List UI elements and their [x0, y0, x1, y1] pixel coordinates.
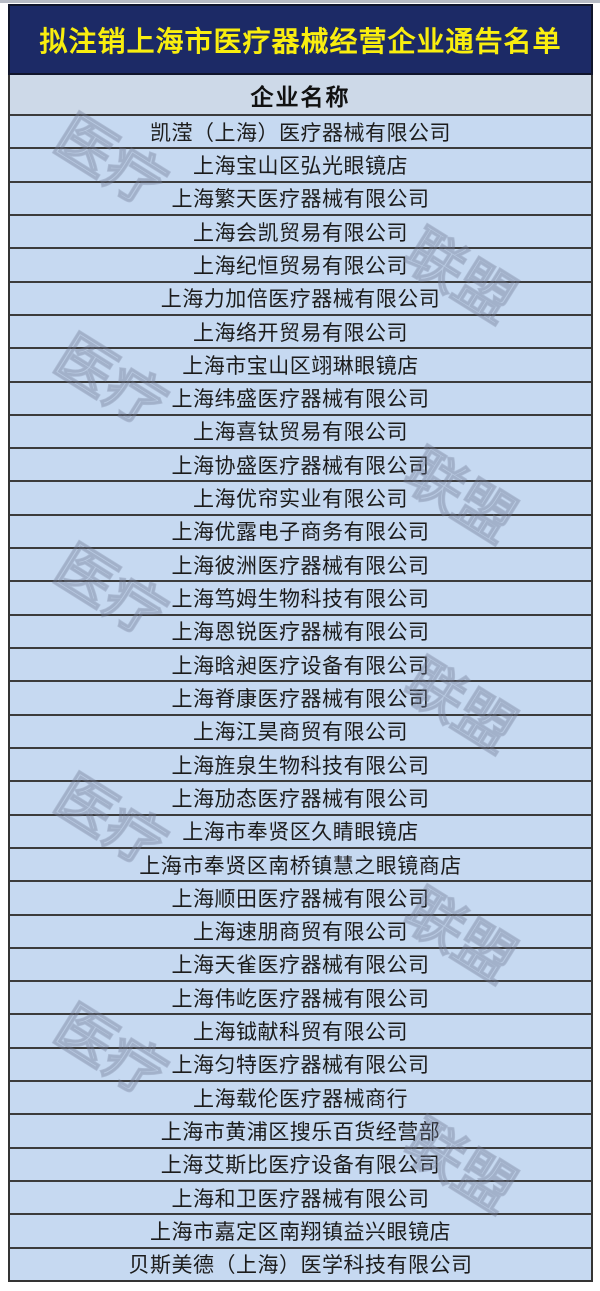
company-name: 上海喜钛贸易有限公司: [193, 421, 408, 445]
company-name: 上海市奉贤区南桥镇慧之眼镜商店: [139, 854, 462, 878]
table-row: 上海彼洲医疗器械有限公司: [10, 547, 591, 581]
company-name: 上海市宝山区翊琳眼镜店: [182, 354, 419, 378]
table-row: 上海协盛医疗器械有限公司: [10, 447, 591, 481]
table-row: 上海优露电子商务有限公司: [10, 513, 591, 548]
company-name: 上海纪恒贸易有限公司: [193, 254, 408, 278]
notice-table: 拟注销上海市医疗器械经营企业通告名单 企业名称 凯滢（上海）医疗器械有限公司 上…: [8, 4, 593, 1282]
company-name: 上海顺田医疗器械有限公司: [171, 887, 430, 911]
company-name: 上海宝山区弘光眼镜店: [193, 154, 408, 178]
table-row: 上海恩锐医疗器械有限公司: [10, 613, 591, 647]
table-body: 凯滢（上海）医疗器械有限公司 上海宝山区弘光眼镜店 上海繁天医疗器械有限公司 上…: [10, 114, 591, 1280]
table-row: 上海艾斯比医疗设备有限公司: [10, 1146, 591, 1180]
company-name: 上海繁天医疗器械有限公司: [171, 188, 430, 212]
company-name: 上海市奉贤区久睛眼镜店: [182, 821, 419, 845]
company-name: 上海艾斯比医疗设备有限公司: [160, 1154, 441, 1178]
table-row: 上海喜钛贸易有限公司: [10, 413, 591, 448]
table-row: 上海市黄浦区搜乐百货经营部: [10, 1113, 591, 1147]
table-row: 上海钺献科贸有限公司: [10, 1013, 591, 1047]
table-row: 上海笃姆生物科技有限公司: [10, 580, 591, 614]
table-row: 上海劢态医疗器械有限公司: [10, 780, 591, 814]
top-divider: [0, 0, 600, 3]
table-row: 上海力加倍医疗器械有限公司: [10, 280, 591, 314]
table-row: 上海顺田医疗器械有限公司: [10, 880, 591, 914]
company-name: 上海脊康医疗器械有限公司: [171, 687, 430, 711]
company-name: 上海劢态医疗器械有限公司: [171, 787, 430, 811]
company-name: 上海载伦医疗器械商行: [193, 1087, 408, 1111]
table-row: 上海江昊商贸有限公司: [10, 713, 591, 747]
company-name: 上海旌泉生物科技有限公司: [171, 754, 430, 778]
company-name: 上海络开贸易有限公司: [193, 321, 408, 345]
company-name: 上海恩锐医疗器械有限公司: [171, 621, 430, 645]
table-row: 上海优帘实业有限公司: [10, 480, 591, 514]
company-name: 上海匀特医疗器械有限公司: [171, 1054, 430, 1078]
company-name: 上海协盛医疗器械有限公司: [171, 454, 430, 478]
company-table: 企业名称 凯滢（上海）医疗器械有限公司 上海宝山区弘光眼镜店 上海繁天医疗器械有…: [8, 75, 593, 1282]
company-name: 上海力加倍医疗器械有限公司: [160, 288, 441, 312]
table-row: 上海晗昶医疗设备有限公司: [10, 647, 591, 681]
company-name: 上海优帘实业有限公司: [193, 488, 408, 512]
table-row: 上海纬盛医疗器械有限公司: [10, 380, 591, 414]
table-row: 上海匀特医疗器械有限公司: [10, 1046, 591, 1081]
company-name: 上海市黄浦区搜乐百货经营部: [160, 1121, 441, 1145]
table-row: 上海伟屹医疗器械有限公司: [10, 980, 591, 1014]
table-row: 上海旌泉生物科技有限公司: [10, 746, 591, 781]
table-row: 上海市奉贤区南桥镇慧之眼镜商店: [10, 846, 591, 881]
table-row: 上海繁天医疗器械有限公司: [10, 180, 591, 214]
company-name: 凯滢（上海）医疗器械有限公司: [150, 121, 451, 145]
table-row: 上海速朋商贸有限公司: [10, 913, 591, 947]
company-name: 上海优露电子商务有限公司: [171, 521, 430, 545]
table-row: 上海天雀医疗器械有限公司: [10, 946, 591, 981]
table-row: 上海和卫医疗器械有限公司: [10, 1180, 591, 1214]
table-row: 上海市奉贤区久睛眼镜店: [10, 813, 591, 847]
company-name: 上海纬盛医疗器械有限公司: [171, 388, 430, 412]
company-name: 贝斯美德（上海）医学科技有限公司: [128, 1254, 473, 1278]
table-row: 上海宝山区弘光眼镜店: [10, 147, 591, 181]
column-header-company-name: 企业名称: [250, 83, 351, 110]
company-name: 上海速朋商贸有限公司: [193, 921, 408, 945]
table-row: 上海市宝山区翊琳眼镜店: [10, 347, 591, 381]
banner-title-bar: 拟注销上海市医疗器械经营企业通告名单: [8, 4, 593, 75]
table-row: 上海脊康医疗器械有限公司: [10, 680, 591, 714]
table-row: 上海络开贸易有限公司: [10, 313, 591, 348]
company-name: 上海和卫医疗器械有限公司: [171, 1187, 430, 1211]
company-name: 上海钺献科贸有限公司: [193, 1021, 408, 1045]
company-name: 上海晗昶医疗设备有限公司: [171, 654, 430, 678]
company-name: 上海会凯贸易有限公司: [193, 221, 408, 245]
company-name: 上海天雀医疗器械有限公司: [171, 954, 430, 978]
company-name: 上海彼洲医疗器械有限公司: [171, 554, 430, 578]
table-row: 上海载伦医疗器械商行: [10, 1080, 591, 1114]
page-title: 拟注销上海市医疗器械经营企业通告名单: [39, 25, 562, 57]
company-name: 上海江昊商贸有限公司: [193, 721, 408, 745]
table-row: 凯滢（上海）医疗器械有限公司: [10, 114, 591, 148]
company-name: 上海笃姆生物科技有限公司: [171, 588, 430, 612]
table-row: 上海市嘉定区南翔镇益兴眼镜店: [10, 1213, 591, 1247]
company-name: 上海伟屹医疗器械有限公司: [171, 987, 430, 1011]
table-row: 上海会凯贸易有限公司: [10, 213, 591, 248]
company-name: 上海市嘉定区南翔镇益兴眼镜店: [150, 1220, 451, 1244]
table-row: 贝斯美德（上海）医学科技有限公司: [10, 1246, 591, 1280]
table-header-row: 企业名称: [10, 75, 591, 114]
table-row: 上海纪恒贸易有限公司: [10, 247, 591, 281]
